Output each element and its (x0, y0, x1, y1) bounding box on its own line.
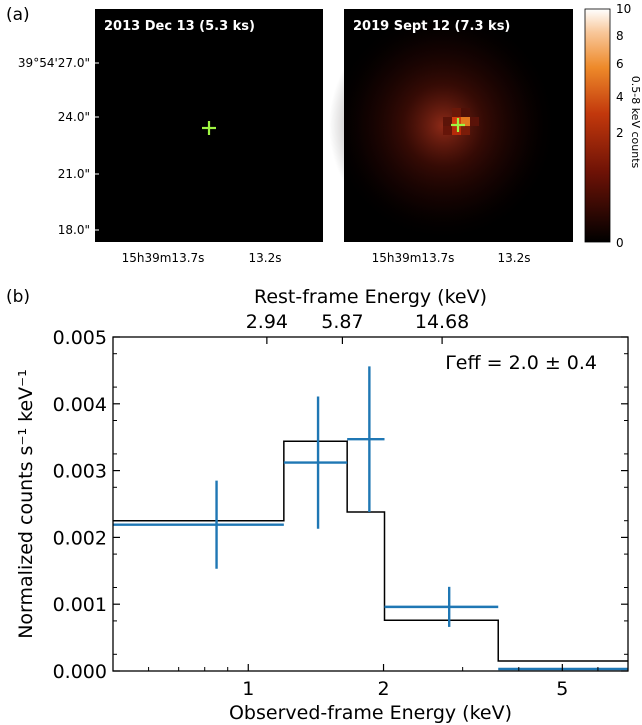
top-tick-label: 5.87 (321, 311, 363, 333)
spectrum-chart: 0.000 0.001 0.002 0.003 0.004 0.005 1 2 5 2.94 5.8… (15, 286, 629, 724)
y-axis-label: Normalized counts s⁻¹ keV⁻¹ (15, 369, 37, 639)
dec-tick: 18.0" (58, 223, 90, 237)
top-axis-label: Rest-frame Energy (keV) (254, 286, 487, 308)
x-axis-label: Observed-frame Energy (keV) (229, 702, 512, 724)
ra-tick: 13.2s (498, 251, 531, 265)
y-tick-label: 0.001 (53, 594, 107, 616)
ra-tick: 15h39m13.7s (372, 251, 455, 265)
source-marker-2019 (451, 118, 465, 132)
colorbar-label: 0.5-8 keV counts (629, 76, 642, 169)
image-title-2019: 2019 Sept 12 (7.3 ks) (353, 19, 510, 34)
ra-tick: 15h39m13.7s (122, 251, 205, 265)
x-tick-label: 2 (377, 678, 389, 700)
y-tick-label: 0.003 (53, 461, 107, 483)
x-tick-label: 1 (242, 678, 254, 700)
dec-tick: 21.0" (58, 167, 90, 181)
panel-a-label: (a) (6, 5, 30, 25)
y-tick-label: 0.000 (53, 661, 107, 683)
image-panel-2013: 2013 Dec 13 (5.3 ks) (95, 9, 323, 242)
source-marker-2013 (202, 121, 216, 135)
colorbar-tick: 6 (616, 57, 624, 71)
ra-tick: 13.2s (249, 251, 282, 265)
source-pixels (443, 108, 479, 135)
top-tick-label: 2.94 (246, 311, 288, 333)
image-panel-2019: 2019 Sept 12 (7.3 ks) (329, 9, 573, 242)
colorbar-tick: 2 (616, 126, 624, 140)
colorbar-tick: 0 (616, 236, 624, 250)
colorbar-tick: 8 (616, 29, 624, 43)
gamma-annotation: Γeff = 2.0 ± 0.4 (445, 352, 597, 374)
colorbar-tick: 10 (616, 2, 631, 16)
y-tick-label: 0.002 (53, 527, 107, 549)
dec-axis: 39°54'27.0" 24.0" 21.0" 18.0" (18, 56, 99, 237)
x-tick-label: 5 (556, 678, 568, 700)
plot-frame (112, 336, 629, 672)
ra-axis: 15h39m13.7s 13.2s 15h39m13.7s 13.2s (122, 251, 531, 265)
y-tick-label: 0.004 (53, 394, 107, 416)
dec-tick: 39°54'27.0" (18, 56, 90, 70)
top-tick-label: 14.68 (415, 311, 469, 333)
colorbar-tick: 4 (616, 90, 624, 104)
panel-b-label: (b) (6, 287, 30, 307)
y-tick-label: 0.005 (53, 327, 107, 349)
colorbar: 10 8 6 4 2 0 0.5-8 keV counts (584, 2, 642, 250)
image-title-2013: 2013 Dec 13 (5.3 ks) (104, 19, 255, 34)
model-step-line (113, 440, 628, 662)
dec-tick: 24.0" (58, 110, 90, 124)
